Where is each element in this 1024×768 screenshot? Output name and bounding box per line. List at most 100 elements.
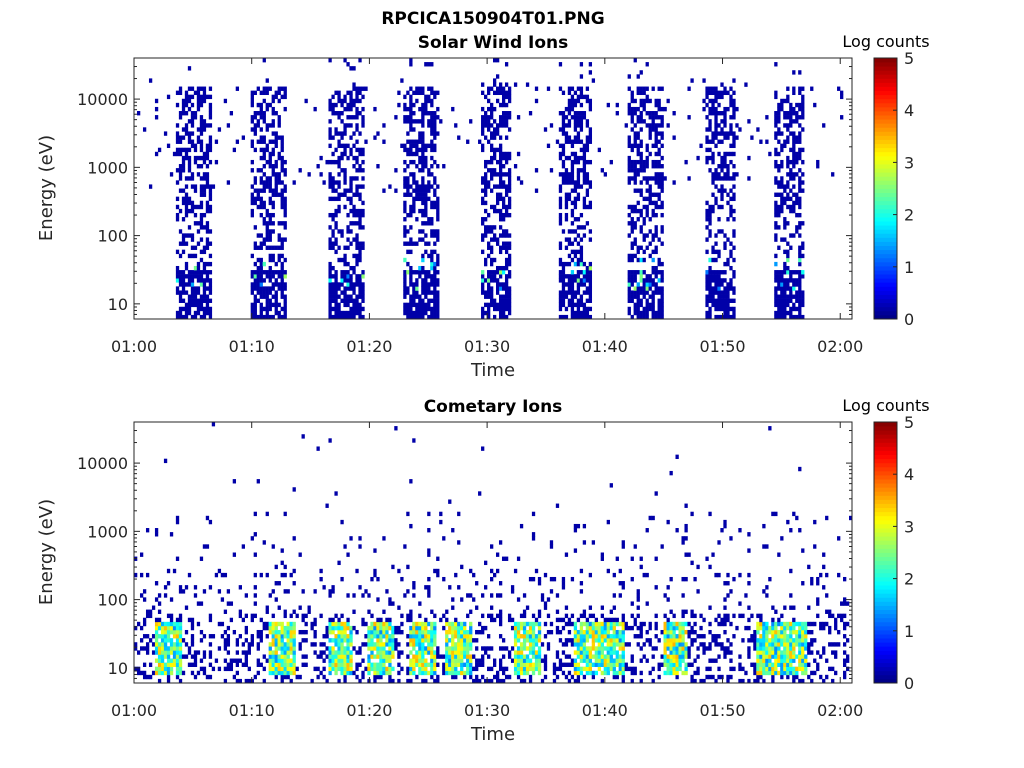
heatmap-cell [430, 646, 434, 651]
heatmap-cell [166, 650, 171, 655]
heatmap-cell [495, 302, 500, 308]
heatmap-cell [475, 674, 479, 680]
heatmap-cell [786, 159, 790, 165]
heatmap-cell [292, 487, 296, 492]
heatmap-cell [346, 143, 350, 149]
heatmap-cell [445, 629, 449, 635]
heatmap-cell [798, 131, 802, 136]
heatmap-cell [436, 278, 440, 283]
heatmap-cell [430, 119, 434, 124]
heatmap-cell [516, 674, 521, 680]
heatmap-cell [639, 310, 643, 316]
heatmap-cell [469, 568, 473, 574]
heatmap-cell [487, 119, 491, 124]
heatmap-cell [418, 106, 422, 112]
heatmap-cell [451, 666, 455, 672]
heatmap-cell [409, 249, 413, 255]
heatmap-cell [409, 237, 413, 242]
heatmap-cell [352, 155, 356, 161]
heatmap-cell [525, 646, 530, 651]
heatmap-cell [358, 536, 362, 541]
heatmap-cell [558, 666, 563, 672]
heatmap-cell [199, 601, 204, 606]
heatmap-cell [573, 115, 578, 120]
heatmap-cell [184, 200, 189, 206]
heatmap-cell [166, 670, 171, 676]
heatmap-cell [798, 233, 802, 238]
heatmap-cell [256, 111, 260, 116]
heatmap-cell [525, 82, 530, 87]
heatmap-cell [427, 585, 431, 590]
heatmap-cell [385, 634, 389, 639]
heatmap-cell [570, 229, 575, 234]
heatmap-cell [259, 188, 263, 193]
heatmap-cell [208, 184, 213, 189]
heatmap-cell [798, 278, 802, 283]
heatmap-cell [504, 556, 509, 561]
heatmap-cell [409, 282, 413, 287]
heatmap-cell [475, 646, 479, 651]
heatmap-cell [651, 302, 655, 308]
heatmap-cell [418, 208, 422, 214]
heatmap-cell [490, 225, 494, 230]
heatmap-cell [777, 212, 781, 218]
heatmap-cell [717, 286, 721, 291]
heatmap-cell [277, 245, 281, 250]
heatmap-cell [265, 229, 269, 234]
heatmap-cell [355, 306, 359, 312]
heatmap-cell [579, 629, 584, 635]
heatmap-cell [657, 115, 661, 120]
heatmap-cell [507, 257, 512, 263]
heatmap-cell [433, 314, 437, 320]
heatmap-cell [190, 102, 195, 108]
heatmap-cell [199, 257, 204, 263]
heatmap-cell [136, 111, 141, 116]
heatmap-cell [567, 662, 572, 667]
heatmap-cell [543, 605, 548, 610]
heatmap-cell [424, 290, 428, 295]
heatmap-cell [576, 180, 581, 185]
heatmap-cell [400, 621, 404, 627]
heatmap-cell [576, 629, 581, 635]
heatmap-cell [519, 678, 524, 684]
heatmap-cell [630, 245, 634, 250]
heatmap-cell [424, 94, 428, 100]
heatmap-cell [564, 180, 569, 185]
heatmap-cell [642, 176, 646, 181]
heatmap-cell [328, 666, 332, 672]
heatmap-cell [795, 294, 799, 299]
heatmap-cell [163, 650, 168, 655]
heatmap-cell [786, 241, 790, 246]
heatmap-cell [202, 278, 207, 283]
heatmap-cell [445, 650, 449, 655]
heatmap-cell [591, 642, 596, 647]
heatmap-cell [639, 90, 643, 96]
heatmap-cell [786, 115, 790, 120]
heatmap-cell [630, 143, 634, 149]
heatmap-cell [337, 143, 341, 149]
heatmap-cell [495, 593, 500, 598]
heatmap-cell [513, 621, 518, 627]
heatmap-cell [223, 646, 228, 651]
heatmap-cell [340, 229, 344, 234]
heatmap-cell [576, 261, 581, 267]
heatmap-cell [657, 290, 661, 295]
heatmap-cell [690, 78, 694, 83]
heatmap-cell [756, 127, 760, 132]
heatmap-cell [469, 662, 473, 667]
heatmap-cell [705, 217, 709, 222]
heatmap-cell [190, 200, 195, 206]
heatmap-cell [352, 221, 356, 226]
heatmap-cell [687, 86, 691, 91]
heatmap-cell [250, 634, 254, 639]
heatmap-cell [588, 572, 593, 578]
heatmap-cell [226, 638, 231, 643]
heatmap-cell [774, 294, 778, 299]
heatmap-cell [394, 168, 398, 173]
heatmap-cell [783, 184, 787, 189]
heatmap-cell [705, 127, 709, 132]
heatmap-cell [720, 298, 724, 303]
heatmap-cell [337, 131, 341, 136]
heatmap-cell [786, 135, 790, 140]
